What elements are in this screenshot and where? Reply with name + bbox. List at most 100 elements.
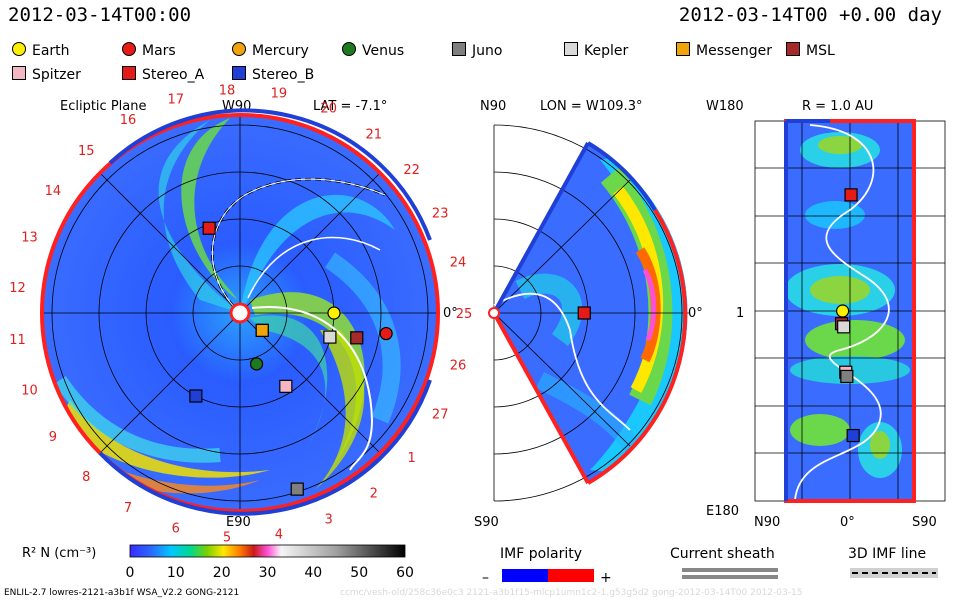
colorbar-label: R² N (cm⁻³) (22, 546, 96, 561)
legend-label: Venus (362, 43, 405, 59)
carrington-tick-label: 27 (432, 408, 449, 423)
sphere-mid-label: 1 (736, 306, 744, 321)
colorbar-tick-label: 0 (126, 565, 135, 581)
carrington-tick-label: 4 (275, 528, 283, 543)
current-sheath-sphere (794, 124, 890, 501)
legend-label: Juno (472, 43, 503, 59)
stereo-b-marker-icon (232, 66, 246, 80)
legend-label: Stereo_B (252, 67, 315, 83)
colorbar-tick-label: 20 (213, 565, 231, 581)
carrington-tick-label: 18 (219, 83, 236, 98)
carrington-tick-label: 1 (407, 451, 415, 466)
kepler-marker-icon (564, 42, 578, 56)
legend-label: Stereo_A (142, 67, 205, 83)
carrington-tick-label: 13 (21, 230, 38, 245)
ecliptic-body-juno (290, 482, 304, 496)
carrington-tick-label: 23 (432, 207, 449, 222)
imf-plus-label: + (600, 570, 612, 586)
meridional-lon-label: LON = W109.3° (540, 99, 642, 114)
carrington-tick-label: 25 (456, 307, 473, 322)
carrington-tick-label: 22 (403, 163, 420, 178)
carrington-tick-label: 20 (320, 101, 337, 116)
carrington-tick-label: 12 (9, 281, 26, 296)
ecliptic-body-earth (327, 306, 341, 320)
sphere-body-stereo-a (844, 188, 858, 202)
legend-item-earth: Earth (12, 40, 70, 59)
sphere-x-label-mid: 0° (840, 515, 855, 530)
ecliptic-right-label: 0° (443, 306, 458, 321)
sphere-bottom-label: E180 (706, 504, 739, 519)
current-sheath-swatch (682, 568, 778, 572)
ecliptic-title: Ecliptic Plane (60, 99, 146, 114)
carrington-tick-label: 2 (370, 487, 378, 502)
imf-key: IMF polarity – + Current sheath 3D IMF l… (482, 546, 938, 586)
elapsed-title: 2012-03-14T00 +0.00 day (678, 4, 942, 26)
messenger-marker-icon (676, 42, 690, 56)
colorbar-ticks: 0 10 20 30 40 50 60 (126, 565, 414, 581)
ecliptic-body-stereo-a (202, 221, 216, 235)
ecliptic-body-spitzer (279, 379, 293, 393)
ecliptic-body-messenger (255, 323, 269, 337)
colorbar-ramp (129, 544, 406, 558)
sun-marker (229, 302, 251, 324)
ecliptic-lat-label: LAT = -7.1° (313, 99, 387, 114)
legend-item-msl: MSL (786, 40, 835, 59)
colorbar-tick-label: 30 (259, 565, 277, 581)
current-sheath-ecliptic (251, 306, 374, 471)
legend-label: Mercury (252, 43, 309, 59)
carrington-tick-label: 19 (271, 86, 288, 101)
meridional-top-label: N90 (480, 99, 506, 114)
legend-item-spitzer: Spitzer (12, 64, 81, 83)
mercury-marker-icon (232, 42, 246, 56)
legend-item-venus: Venus (342, 40, 404, 59)
current-sheath-label: Current sheath (670, 546, 775, 562)
sphere-body-earth (836, 304, 850, 318)
juno-marker-icon (452, 42, 466, 56)
carrington-tick-label: 26 (450, 359, 467, 374)
imf-polarity-label: IMF polarity (500, 546, 582, 562)
carrington-tick-label: 3 (325, 513, 333, 528)
carrington-tick-label: 14 (45, 184, 62, 199)
legend-label: Spitzer (32, 67, 81, 83)
msl-marker-icon (786, 42, 800, 56)
ecliptic-body-kepler (323, 330, 337, 344)
carrington-tick-label: 5 (223, 531, 231, 546)
ecliptic-body-msl (350, 331, 364, 345)
meridional-body-stereo-a (577, 306, 591, 320)
earth-marker-icon (12, 42, 26, 56)
legend-item-stereo-a: Stereo_A (122, 64, 204, 83)
legend-label: Earth (32, 43, 70, 59)
carrington-tick-label: 6 (172, 522, 180, 537)
carrington-tick-label: 17 (168, 92, 185, 107)
legend-label: MSL (806, 43, 835, 59)
meridional-panel: N90 LON = W109.3° S90 0° (474, 99, 703, 530)
legend-item-mercury: Mercury (232, 40, 309, 59)
sphere-bodies (834, 188, 860, 443)
carrington-tick-label: 15 (78, 144, 95, 159)
carrington-tick-label: 11 (9, 333, 26, 348)
legend-label: Messenger (696, 43, 773, 59)
stereo-a-marker-icon (122, 66, 136, 80)
sphere-top-label: W180 (706, 99, 744, 114)
legend-item-stereo-b: Stereo_B (232, 64, 314, 83)
carrington-tick-label: 24 (450, 255, 467, 270)
colorbar: R² N (cm⁻³) 0 10 20 30 40 50 60 (22, 544, 414, 581)
sphere-grid (754, 120, 946, 502)
ecliptic-body-mars (379, 326, 393, 341)
legend-item-kepler: Kepler (564, 40, 628, 59)
sphere-x-label-left: N90 (754, 515, 780, 530)
mars-marker-icon (122, 42, 136, 56)
meridional-bodies (577, 306, 591, 320)
current-sheath-meridional (493, 292, 631, 431)
legend-item-mars: Mars (122, 40, 176, 59)
carrington-tick-label: 9 (49, 430, 57, 445)
spitzer-marker-icon (12, 66, 26, 80)
model-footer: ENLIL-2.7 lowres-2121-a3b1f WSA_V2.2 GON… (4, 588, 240, 598)
timestamp-title: 2012-03-14T00:00 (8, 4, 192, 26)
colorbar-tick-label: 60 (396, 565, 414, 581)
sphere-r-label: R = 1.0 AU (802, 99, 873, 114)
sphere-body-juno (840, 369, 854, 384)
ecliptic-panel: Ecliptic Plane W90 LAT = -7.1° E90 0° (9, 83, 472, 545)
sphere-body-stereo-b (846, 428, 860, 443)
